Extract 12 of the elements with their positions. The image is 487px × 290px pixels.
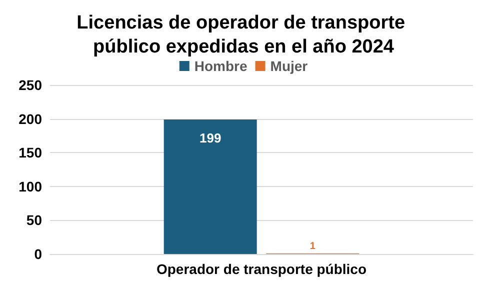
y-tick-label: 200	[18, 110, 42, 127]
y-tick-label: 250	[18, 77, 42, 93]
y-tick-label: 150	[18, 144, 42, 161]
x-tick-label: Operador de transporte público	[156, 261, 367, 277]
legend-label: Hombre	[194, 58, 248, 74]
y-tick-label: 0	[34, 246, 42, 262]
y-tick-label: 50	[26, 212, 42, 228]
y-tick-label: 100	[18, 178, 42, 194]
chart-title: Licencias de operador de transporte público expedidas en el año 2024	[76, 12, 410, 58]
legend-label: Mujer	[270, 58, 308, 74]
data-label: 1	[310, 240, 316, 252]
data-label: 199	[200, 130, 222, 146]
